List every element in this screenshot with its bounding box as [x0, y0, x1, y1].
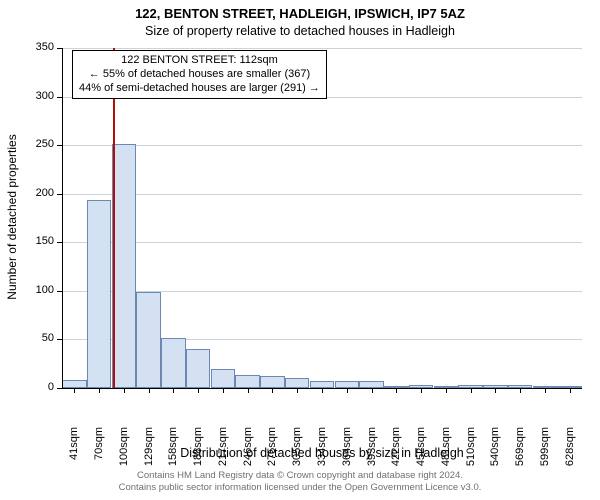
- grid-line: [62, 242, 582, 243]
- x-tick: [347, 388, 348, 393]
- histogram-bar: [161, 338, 186, 388]
- histogram-bar: [310, 381, 335, 388]
- annotation-box: 122 BENTON STREET: 112sqm← 55% of detach…: [72, 50, 327, 99]
- x-tick: [372, 388, 373, 393]
- x-tick: [322, 388, 323, 393]
- y-axis: [62, 48, 63, 388]
- histogram-bar: [136, 292, 161, 388]
- y-tick: [57, 48, 62, 49]
- x-tick: [74, 388, 75, 393]
- x-tick: [446, 388, 447, 393]
- x-tick: [421, 388, 422, 393]
- y-tick: [57, 97, 62, 98]
- histogram-bar: [235, 375, 260, 388]
- histogram-bar: [87, 200, 112, 388]
- annotation-line: 44% of semi-detached houses are larger (…: [79, 82, 320, 96]
- histogram-bar: [335, 381, 360, 388]
- histogram-bar: [260, 376, 285, 388]
- x-tick: [124, 388, 125, 393]
- x-tick: [396, 388, 397, 393]
- grid-line: [62, 145, 582, 146]
- y-tick: [57, 145, 62, 146]
- annotation-line: 122 BENTON STREET: 112sqm: [79, 54, 320, 68]
- histogram-bar: [211, 369, 236, 388]
- grid-line: [62, 194, 582, 195]
- histogram-bar: [359, 381, 384, 388]
- page-title: 122, BENTON STREET, HADLEIGH, IPSWICH, I…: [0, 6, 600, 21]
- x-tick: [149, 388, 150, 393]
- histogram-bar: [186, 349, 211, 388]
- grid-line: [62, 48, 582, 49]
- annotation-line: ← 55% of detached houses are smaller (36…: [79, 68, 320, 82]
- x-tick: [520, 388, 521, 393]
- y-tick: [57, 194, 62, 195]
- y-tick: [57, 291, 62, 292]
- x-tick: [173, 388, 174, 393]
- histogram-bar: [285, 378, 310, 388]
- x-axis-title: Distribution of detached houses by size …: [62, 446, 582, 460]
- x-tick: [545, 388, 546, 393]
- x-tick: [99, 388, 100, 393]
- page-subtitle: Size of property relative to detached ho…: [0, 24, 600, 38]
- x-tick: [570, 388, 571, 393]
- x-tick: [223, 388, 224, 393]
- x-tick: [471, 388, 472, 393]
- y-tick: [57, 242, 62, 243]
- x-tick: [495, 388, 496, 393]
- histogram-bar: [112, 144, 137, 388]
- x-tick: [272, 388, 273, 393]
- credit-line: Contains public sector information licen…: [0, 482, 600, 493]
- x-tick: [198, 388, 199, 393]
- x-tick: [297, 388, 298, 393]
- y-tick: [57, 339, 62, 340]
- x-tick: [248, 388, 249, 393]
- y-axis-title: Number of detached properties: [5, 47, 19, 387]
- y-tick: [57, 388, 62, 389]
- histogram-bar: [62, 380, 87, 388]
- credit-line: Contains HM Land Registry data © Crown c…: [0, 470, 600, 481]
